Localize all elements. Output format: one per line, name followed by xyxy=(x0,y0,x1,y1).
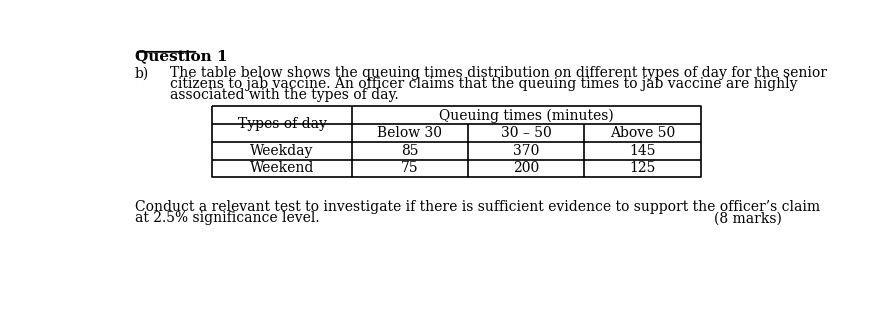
Text: Weekday: Weekday xyxy=(251,144,314,158)
Text: Above 50: Above 50 xyxy=(610,126,675,140)
Text: associated with the types of day.: associated with the types of day. xyxy=(169,88,399,102)
Text: Question 1: Question 1 xyxy=(135,49,227,63)
Text: The table below shows the queuing times distribution on different types of day f: The table below shows the queuing times … xyxy=(169,66,827,81)
Text: 370: 370 xyxy=(513,144,540,158)
Text: Below 30: Below 30 xyxy=(377,126,442,140)
Text: (8 marks): (8 marks) xyxy=(714,211,782,225)
Text: 85: 85 xyxy=(401,144,418,158)
Text: 145: 145 xyxy=(629,144,656,158)
Text: 75: 75 xyxy=(401,162,418,175)
Text: Conduct a relevant test to investigate if there is sufficient evidence to suppor: Conduct a relevant test to investigate i… xyxy=(135,201,820,215)
Text: Weekend: Weekend xyxy=(250,162,314,175)
Text: b): b) xyxy=(135,66,149,81)
Text: Types of day: Types of day xyxy=(237,117,326,131)
Text: citizens to jab vaccine. An officer claims that the queuing times to jab vaccine: citizens to jab vaccine. An officer clai… xyxy=(169,77,797,91)
Text: at 2.5% significance level.: at 2.5% significance level. xyxy=(135,211,319,225)
Text: 30 – 50: 30 – 50 xyxy=(500,126,551,140)
Text: Queuing times (minutes): Queuing times (minutes) xyxy=(439,108,614,122)
Text: 200: 200 xyxy=(513,162,540,175)
Text: 125: 125 xyxy=(629,162,656,175)
